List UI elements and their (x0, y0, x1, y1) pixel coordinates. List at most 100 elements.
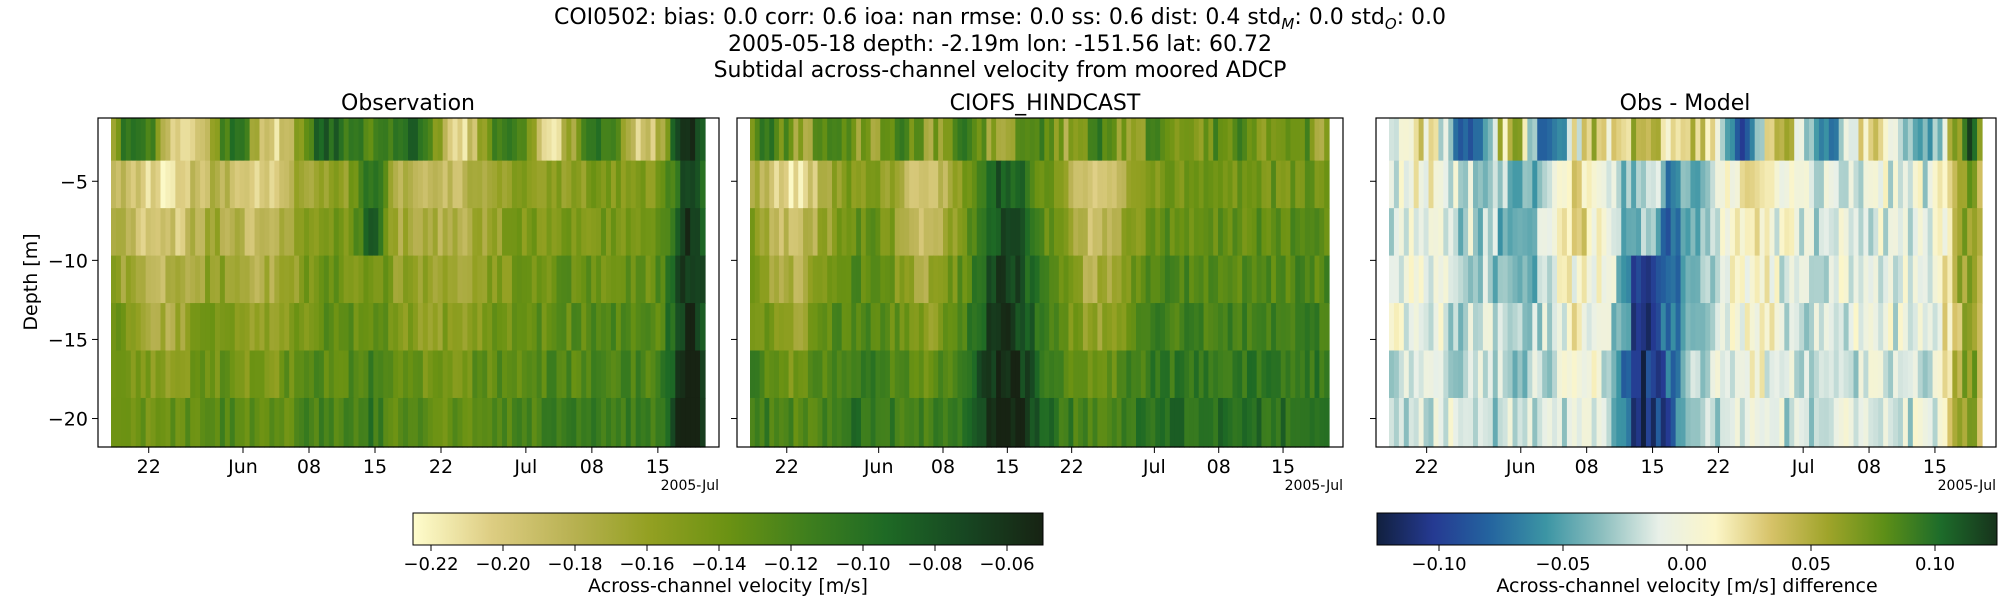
heatmap-cell (798, 118, 804, 162)
heatmap-cell (1725, 160, 1731, 209)
heatmap-cell (1912, 118, 1919, 162)
heatmap-cell (1164, 350, 1171, 399)
heatmap-cell (793, 255, 799, 304)
heatmap-cell (1517, 350, 1524, 399)
heatmap-cell (472, 255, 478, 304)
heatmap-cell (190, 255, 196, 304)
heatmap-cell (289, 208, 295, 257)
heatmap-cell (1937, 160, 1944, 209)
heatmap-cell (1804, 208, 1810, 257)
heatmap-cell (620, 118, 627, 162)
heatmap-cell (1715, 397, 1721, 448)
heatmap-cell (1586, 255, 1593, 304)
heatmap-cell (899, 255, 905, 304)
heatmap-cell (1739, 303, 1746, 352)
heatmap-cell (467, 208, 473, 257)
heatmap-cell (928, 118, 934, 162)
heatmap-cell (1794, 303, 1800, 352)
heatmap-cell (1155, 350, 1161, 399)
heatmap-cell (1636, 255, 1642, 304)
heatmap-cell (1883, 303, 1889, 352)
heatmap-cell (914, 255, 920, 304)
heatmap-cell (1053, 118, 1060, 162)
heatmap-cell (665, 303, 671, 352)
heatmap-cell (1917, 255, 1924, 304)
x-tick-label: Jun (1505, 456, 1536, 478)
heatmap-cell (175, 350, 181, 399)
heatmap-cell (1902, 208, 1909, 257)
heatmap-cell (1868, 303, 1874, 352)
heatmap-cell (645, 118, 652, 162)
heatmap-cell (398, 208, 404, 257)
heatmap-cell (1947, 397, 1953, 448)
heatmap-cell (571, 350, 577, 399)
heatmap-cell (774, 255, 780, 304)
heatmap-cell (1670, 160, 1677, 209)
heatmap-cell (971, 350, 978, 399)
heatmap-cell (1413, 160, 1420, 209)
heatmap-cell (561, 350, 567, 399)
heatmap-cell (1952, 397, 1958, 448)
heatmap-cell (870, 255, 877, 304)
heatmap-cell (1029, 160, 1036, 209)
heatmap-cell (1005, 160, 1012, 209)
heatmap-cell (1020, 350, 1026, 399)
heatmap-cell (899, 350, 905, 399)
heatmap-cell (566, 118, 572, 162)
heatmap-cell (1729, 303, 1736, 352)
heatmap-cell (846, 118, 852, 162)
heatmap-cell (1952, 255, 1958, 304)
heatmap-cell (894, 118, 901, 162)
heatmap-cell (1690, 255, 1696, 304)
heatmap-cell (1636, 397, 1642, 448)
heatmap-cell (140, 303, 147, 352)
heatmap-cell (284, 255, 290, 304)
heatmap-cell (388, 118, 394, 162)
heatmap-cell (1502, 208, 1509, 257)
heatmap-cell (1650, 255, 1657, 304)
heatmap-cell (860, 208, 867, 257)
heatmap-cell (1433, 303, 1440, 352)
heatmap-cell (1068, 350, 1074, 399)
heatmap-cell (487, 208, 493, 257)
heatmap-cell (1300, 255, 1306, 304)
heatmap-cell (1309, 350, 1316, 399)
heatmap-cell (1477, 255, 1484, 304)
heatmap-cell (427, 208, 434, 257)
heatmap-cell (1947, 350, 1953, 399)
heatmap-cell (591, 255, 597, 304)
heatmap-cell (1675, 350, 1682, 399)
heatmap-cell (1408, 118, 1415, 162)
heatmap-cell (145, 303, 152, 352)
heatmap-cell (1463, 303, 1469, 352)
heatmap-cell (214, 303, 221, 352)
heatmap-cell (1078, 118, 1084, 162)
heatmap-cell (502, 160, 508, 209)
heatmap-cell (1636, 160, 1642, 209)
heatmap-cell (1140, 255, 1147, 304)
heatmap-cell (1917, 208, 1924, 257)
heatmap-cell (967, 208, 973, 257)
heatmap-cell (343, 350, 350, 399)
heatmap-cell (695, 160, 701, 209)
heatmap-cell (1631, 255, 1637, 304)
heatmap-cell (904, 350, 910, 399)
heatmap-cell (685, 118, 691, 162)
heatmap-cell (1655, 160, 1662, 209)
heatmap-cell (348, 303, 355, 352)
heatmap-cell (660, 118, 666, 162)
heatmap-cell (511, 118, 518, 162)
heatmap-cell (591, 160, 597, 209)
heatmap-cell (1764, 160, 1771, 209)
heatmap-cell (601, 208, 607, 257)
heatmap-cell (812, 255, 819, 304)
heatmap-cell (442, 397, 449, 448)
heatmap-cell (289, 118, 295, 162)
heatmap-cell (1073, 160, 1079, 209)
heatmap-cell (1413, 397, 1420, 448)
heatmap-cell (313, 255, 320, 304)
heatmap-cell (1044, 208, 1050, 257)
heatmap-cell (1242, 397, 1248, 448)
heatmap-cell (1715, 303, 1721, 352)
heatmap-cell (1977, 208, 1983, 257)
